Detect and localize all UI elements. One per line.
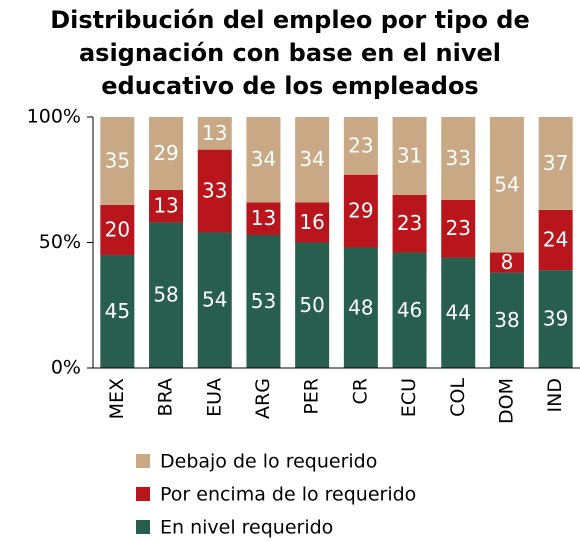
bar-segment bbox=[343, 174, 378, 248]
y-tick-label: 50% bbox=[39, 231, 81, 253]
data-label: 44 bbox=[446, 300, 471, 324]
x-tick-label: PER bbox=[301, 378, 323, 415]
data-label: 39 bbox=[543, 307, 568, 331]
x-tick-label: MEX bbox=[106, 378, 128, 419]
x-tick-label: ECU bbox=[398, 378, 420, 417]
bar-segment bbox=[295, 242, 330, 368]
x-tick-label: COL bbox=[447, 378, 469, 417]
data-label: 13 bbox=[153, 194, 178, 218]
x-tick-label: EUA bbox=[203, 378, 225, 417]
chart-title: Distribución del empleo por tipo de asig… bbox=[50, 6, 530, 100]
bar-segment bbox=[295, 117, 330, 203]
bar-segment bbox=[538, 209, 573, 271]
bar-segment bbox=[392, 252, 427, 368]
x-tick-label: DOM bbox=[495, 378, 517, 424]
data-label: 35 bbox=[105, 148, 130, 172]
bar-segment bbox=[149, 117, 184, 190]
bar-segment bbox=[392, 117, 427, 195]
x-tick-label: BRA bbox=[155, 378, 177, 416]
bar-segment bbox=[197, 149, 232, 233]
bar-segment bbox=[538, 117, 573, 210]
x-tick-label: IND bbox=[544, 378, 566, 412]
legend-swatch bbox=[136, 520, 150, 534]
data-label: 46 bbox=[397, 298, 422, 322]
data-label: 38 bbox=[494, 308, 519, 332]
bar-segment bbox=[100, 117, 135, 205]
data-label: 23 bbox=[348, 133, 373, 157]
data-label: 54 bbox=[494, 172, 519, 196]
data-label: 24 bbox=[543, 227, 568, 251]
bar-segment bbox=[246, 234, 281, 368]
bar-segment bbox=[392, 194, 427, 253]
data-label: 16 bbox=[299, 210, 324, 234]
bar-segment bbox=[343, 247, 378, 368]
bar-segment bbox=[149, 222, 184, 368]
bar-segment bbox=[441, 199, 476, 258]
bar-segment bbox=[538, 270, 573, 368]
data-label: 29 bbox=[153, 141, 178, 165]
data-label: 48 bbox=[348, 295, 373, 319]
bar-segment bbox=[489, 117, 524, 253]
bar-segment bbox=[246, 117, 281, 203]
data-label: 58 bbox=[153, 283, 178, 307]
data-label: 33 bbox=[446, 146, 471, 170]
data-label: 54 bbox=[202, 288, 227, 312]
data-label: 37 bbox=[543, 151, 568, 175]
data-label: 45 bbox=[105, 299, 130, 323]
bar-segment bbox=[246, 202, 281, 235]
data-label: 8 bbox=[501, 250, 514, 274]
bar-segment bbox=[100, 255, 135, 368]
bar-segment bbox=[441, 117, 476, 200]
y-tick-label: 0% bbox=[51, 357, 81, 379]
data-label: 29 bbox=[348, 199, 373, 223]
data-label: 20 bbox=[105, 217, 130, 241]
data-label: 13 bbox=[251, 206, 276, 230]
data-label: 53 bbox=[251, 289, 276, 313]
bar-segment bbox=[295, 202, 330, 243]
bar-segment bbox=[197, 117, 232, 150]
data-label: 13 bbox=[202, 121, 227, 145]
legend-label: Por encima de lo requerido bbox=[160, 484, 416, 506]
bar-segment bbox=[100, 204, 135, 256]
bar-segment bbox=[343, 117, 378, 175]
data-label: 33 bbox=[202, 179, 227, 203]
data-label: 34 bbox=[251, 147, 276, 171]
legend-label: En nivel requerido bbox=[160, 517, 333, 539]
data-label: 23 bbox=[397, 211, 422, 235]
x-tick-label: CR bbox=[349, 378, 371, 404]
bar-segment bbox=[489, 272, 524, 368]
legend-label: Debajo de lo requerido bbox=[160, 451, 377, 473]
data-label: 50 bbox=[299, 293, 324, 317]
data-label: 34 bbox=[299, 147, 324, 171]
bar-segment bbox=[197, 232, 232, 368]
bar-segment bbox=[149, 189, 184, 223]
legend-swatch bbox=[136, 454, 150, 468]
x-tick-label: ARG bbox=[252, 378, 274, 419]
bar-segment bbox=[441, 257, 476, 368]
data-label: 31 bbox=[397, 143, 422, 167]
data-label: 23 bbox=[446, 216, 471, 240]
legend-swatch bbox=[136, 487, 150, 501]
y-tick-label: 100% bbox=[27, 106, 81, 128]
bar-segment bbox=[489, 252, 524, 273]
